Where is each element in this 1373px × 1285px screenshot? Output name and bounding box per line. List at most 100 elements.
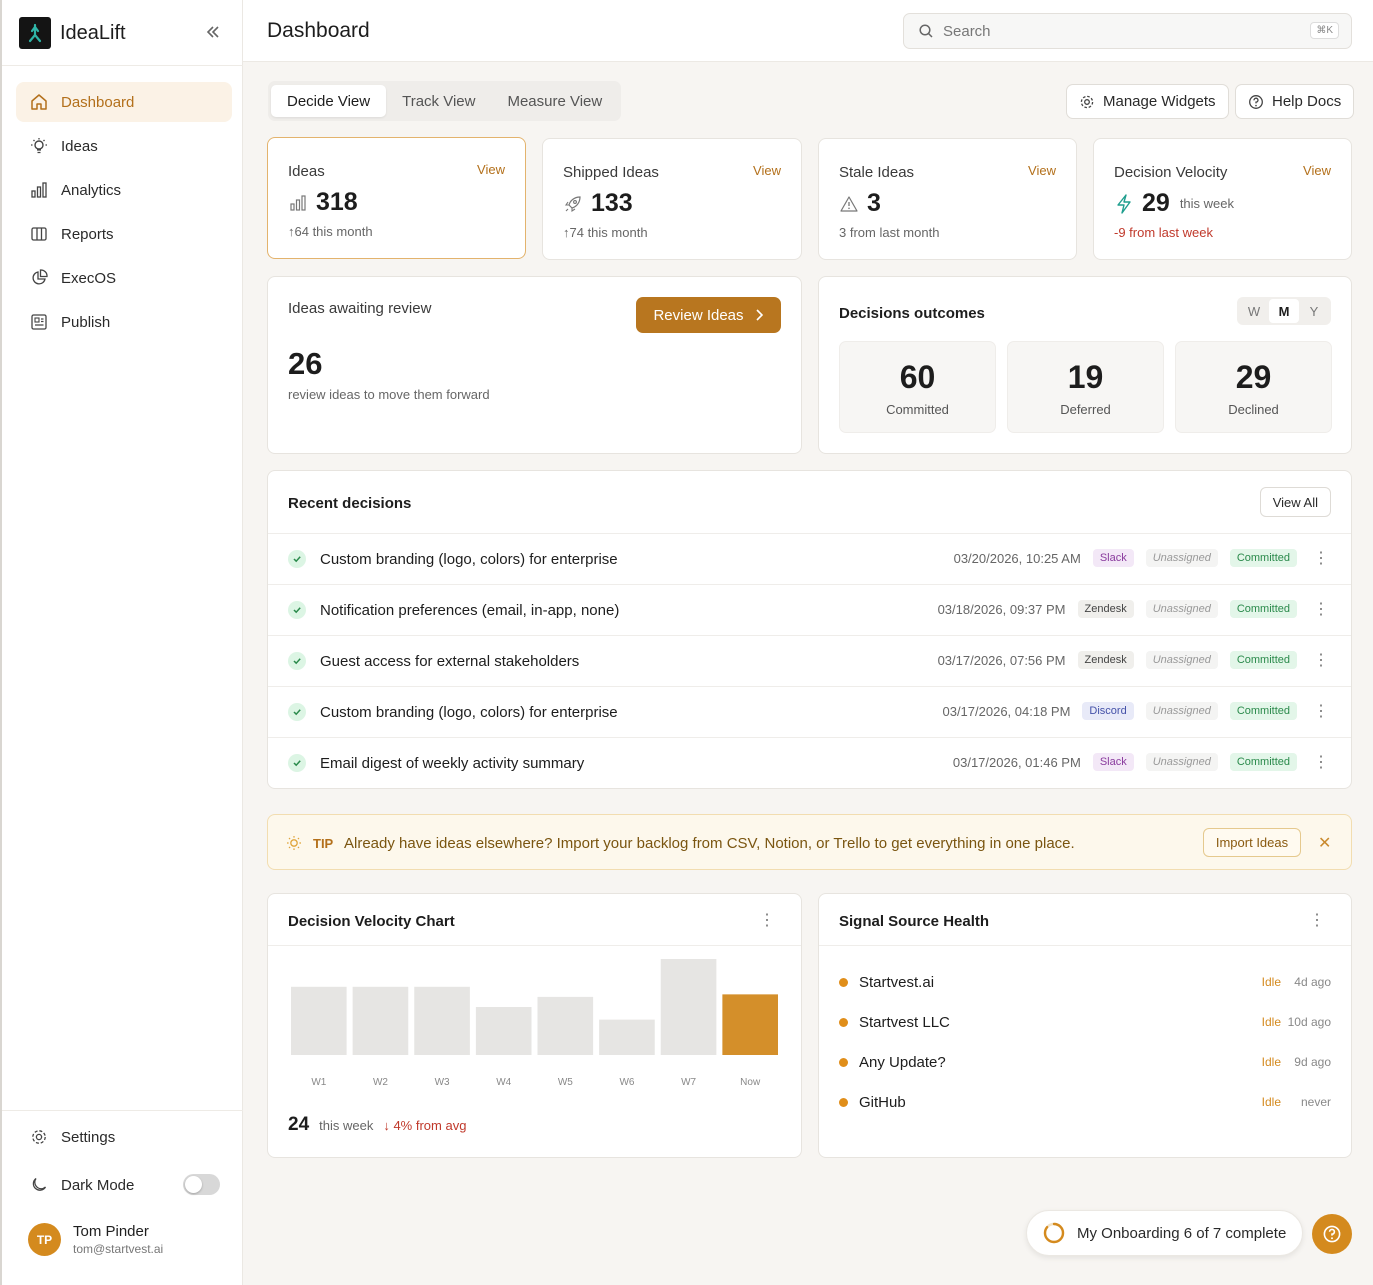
- view-link[interactable]: View: [477, 162, 505, 177]
- assignee-badge[interactable]: Unassigned: [1145, 753, 1218, 771]
- chart-x-tick-label: W4: [496, 1077, 511, 1088]
- search-input[interactable]: Search ⌘K: [903, 13, 1352, 49]
- decision-title: Custom branding (logo, colors) for enter…: [320, 551, 618, 568]
- sidebar-item-execos[interactable]: ExecOS: [16, 258, 232, 298]
- bar-chart-icon: [288, 193, 308, 213]
- chart-bar: [660, 959, 717, 1055]
- settings-link[interactable]: Settings: [29, 1127, 115, 1147]
- table-row[interactable]: Email digest of weekly activity summary …: [268, 737, 1351, 788]
- stat-delta: ↑74 this month: [563, 225, 648, 240]
- assignee-badge[interactable]: Unassigned: [1145, 651, 1218, 669]
- pie-chart-icon: [29, 268, 49, 288]
- status-badge: Committed: [1229, 753, 1297, 771]
- help-docs-button[interactable]: Help Docs: [1235, 84, 1355, 119]
- list-item[interactable]: Any Update? Idle 9d ago: [839, 1052, 1331, 1072]
- user-email: tom@startvest.ai: [73, 1242, 164, 1256]
- stat-delta: ↑64 this month: [288, 224, 373, 239]
- stale-ideas-stat-card[interactable]: Stale Ideas View 3 3 from last month: [818, 138, 1077, 260]
- status-dot: [839, 977, 848, 987]
- more-options-icon[interactable]: ⋮: [1313, 703, 1329, 720]
- status-badge: Committed: [1229, 549, 1297, 567]
- sidebar-item-ideas[interactable]: Ideas: [16, 126, 232, 166]
- sidebar-item-publish[interactable]: Publish: [16, 302, 232, 342]
- view-link[interactable]: View: [1303, 163, 1331, 178]
- home-icon: [29, 92, 49, 112]
- import-ideas-button[interactable]: Import Ideas: [1203, 828, 1301, 857]
- outcome-label: Declined: [1228, 402, 1279, 417]
- list-item[interactable]: Startvest LLC Idle 10d ago: [839, 1012, 1331, 1032]
- list-item[interactable]: GitHub Idle never: [839, 1092, 1331, 1112]
- help-button[interactable]: [1312, 1214, 1352, 1254]
- source-name: Any Update?: [859, 1053, 946, 1071]
- source-status: Idle: [1261, 1055, 1281, 1069]
- sidebar-item-dashboard[interactable]: Dashboard: [16, 82, 232, 122]
- period-week[interactable]: W: [1247, 303, 1261, 319]
- assignee-badge[interactable]: Unassigned: [1145, 600, 1218, 618]
- dark-mode-toggle[interactable]: [183, 1174, 220, 1195]
- view-link[interactable]: View: [753, 163, 781, 178]
- status-badge: Committed: [1229, 651, 1297, 669]
- rocket-icon: [563, 194, 583, 214]
- table-row[interactable]: Custom branding (logo, colors) for enter…: [268, 533, 1351, 584]
- sidebar-item-analytics[interactable]: Analytics: [16, 170, 232, 210]
- more-options-icon[interactable]: ⋮: [1313, 601, 1329, 618]
- ideas-stat-card[interactable]: Ideas View 318 ↑64 this month: [267, 137, 526, 259]
- outcome-label: Deferred: [1060, 402, 1111, 417]
- check-icon: [288, 703, 306, 721]
- decision-velocity-stat-card[interactable]: Decision Velocity View 29 this week -9 f…: [1093, 138, 1352, 260]
- divider: [819, 945, 1351, 946]
- stat-value: 318: [316, 188, 358, 216]
- more-options-icon[interactable]: ⋮: [759, 912, 775, 929]
- assignee-badge[interactable]: Unassigned: [1145, 702, 1218, 720]
- assignee-badge[interactable]: Unassigned: [1145, 549, 1218, 567]
- source-status: Idle: [1261, 1015, 1281, 1029]
- moon-icon: [29, 1175, 49, 1195]
- search-icon: [918, 23, 934, 39]
- manage-widgets-label: Manage Widgets: [1103, 93, 1216, 110]
- tab-measure-view[interactable]: Measure View: [507, 92, 603, 110]
- more-options-icon[interactable]: ⋮: [1313, 754, 1329, 771]
- decision-velocity-chart-card: Decision Velocity Chart ⋮ W1 W2 W3 W4 W5 W6 W7…: [267, 893, 802, 1158]
- review-ideas-button[interactable]: Review Ideas: [636, 297, 781, 333]
- table-row[interactable]: Guest access for external stakeholders 0…: [268, 635, 1351, 686]
- manage-widgets-button[interactable]: Manage Widgets: [1066, 84, 1229, 119]
- tab-track-view[interactable]: Track View: [402, 92, 476, 110]
- onboarding-progress-button[interactable]: My Onboarding 6 of 7 complete: [1026, 1210, 1303, 1256]
- brand[interactable]: IdeaLift: [19, 16, 243, 50]
- user-profile[interactable]: TP Tom Pinder tom@startvest.ai: [28, 1223, 163, 1256]
- more-options-icon[interactable]: ⋮: [1313, 652, 1329, 669]
- sidebar-item-label: ExecOS: [61, 269, 117, 287]
- table-row[interactable]: Notification preferences (email, in-app,…: [268, 584, 1351, 635]
- sidebar-nav: Dashboard Ideas Analytics Reports ExecOS…: [16, 82, 232, 346]
- main-content: Decide View Track View Measure View Mana…: [243, 62, 1373, 1285]
- stat-label: Shipped Ideas: [563, 164, 659, 181]
- sidebar-item-reports[interactable]: Reports: [16, 214, 232, 254]
- period-year[interactable]: Y: [1309, 303, 1319, 319]
- more-options-icon[interactable]: ⋮: [1313, 550, 1329, 567]
- chart-summary: 24 this week ↓ 4% from avg: [288, 1114, 466, 1136]
- chart-x-tick-label: W1: [311, 1077, 326, 1088]
- source-status: Idle: [1261, 1095, 1281, 1109]
- tip-text: Already have ideas elsewhere? Import you…: [344, 835, 1075, 852]
- table-row[interactable]: Custom branding (logo, colors) for enter…: [268, 686, 1351, 737]
- collapse-sidebar-icon[interactable]: [203, 22, 223, 42]
- close-icon[interactable]: ✕: [1318, 835, 1332, 852]
- shipped-ideas-stat-card[interactable]: Shipped Ideas View 133 ↑74 this month: [542, 138, 802, 260]
- period-month[interactable]: M: [1269, 299, 1299, 323]
- status-dot: [839, 1017, 848, 1027]
- list-item[interactable]: Startvest.ai Idle 4d ago: [839, 972, 1331, 992]
- more-options-icon[interactable]: ⋮: [1309, 912, 1325, 929]
- summary-delta: ↓ 4% from avg: [383, 1118, 467, 1133]
- search-placeholder: Search: [943, 22, 991, 40]
- tab-decide-view[interactable]: Decide View: [271, 85, 387, 117]
- columns-icon: [29, 224, 49, 244]
- chart-bar: [722, 994, 778, 1055]
- sidebar-item-label: Reports: [61, 225, 114, 243]
- chart-x-tick-label: W5: [558, 1077, 573, 1088]
- view-link[interactable]: View: [1028, 163, 1056, 178]
- idealift-logo: [19, 17, 51, 49]
- stat-value: 133: [591, 189, 633, 217]
- view-all-button[interactable]: View All: [1259, 487, 1331, 517]
- card-title: Signal Source Health: [839, 913, 990, 930]
- chart-x-tick-label: Now: [740, 1077, 761, 1088]
